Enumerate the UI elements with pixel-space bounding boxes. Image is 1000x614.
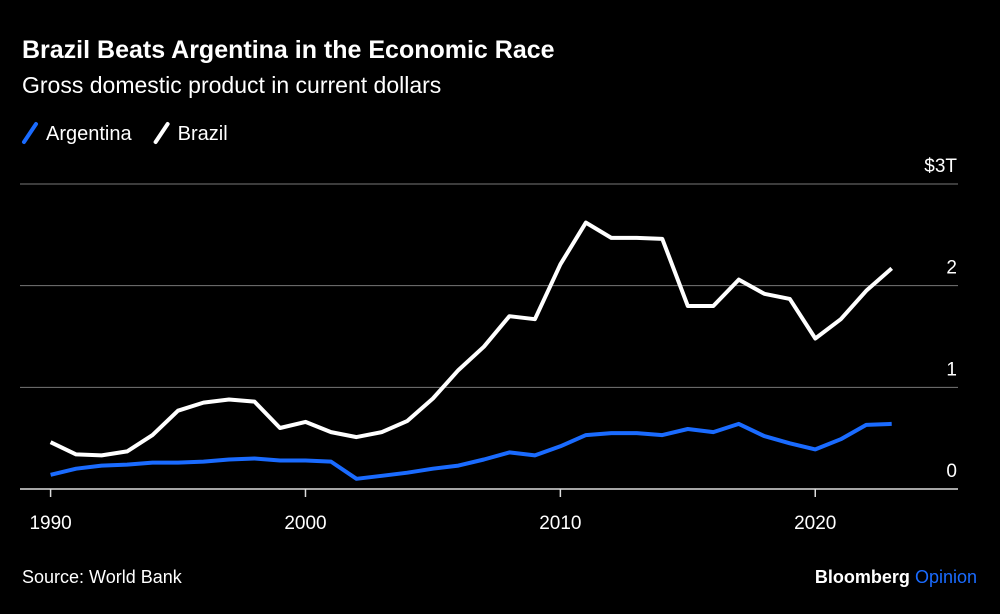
source: Source: World Bank xyxy=(22,567,183,587)
legend-swatch xyxy=(153,122,170,144)
branding: Bloomberg Opinion xyxy=(815,567,977,587)
brand-section: Opinion xyxy=(915,567,977,587)
chart-subtitle: Gross domestic product in current dollar… xyxy=(22,72,441,98)
legend-label: Brazil xyxy=(178,123,228,145)
x-tick-label: 2020 xyxy=(794,513,836,534)
x-tick-label: 2010 xyxy=(539,513,581,534)
legend-label: Argentina xyxy=(46,123,132,145)
legend-swatch xyxy=(22,122,38,144)
y-tick-label: $3T xyxy=(924,156,957,177)
y-tick-label: 0 xyxy=(946,461,957,482)
x-tick-label: 1990 xyxy=(29,513,71,534)
x-tick-label: 2000 xyxy=(284,513,326,534)
series-line xyxy=(49,220,894,458)
series-line xyxy=(50,421,892,481)
legend: Argentina Brazil xyxy=(22,122,228,145)
brand-name: Bloomberg xyxy=(815,567,910,587)
chart-title: Brazil Beats Argentina in the Economic R… xyxy=(22,36,555,64)
y-tick-label: 2 xyxy=(946,258,957,279)
y-tick-label: 1 xyxy=(946,359,957,380)
